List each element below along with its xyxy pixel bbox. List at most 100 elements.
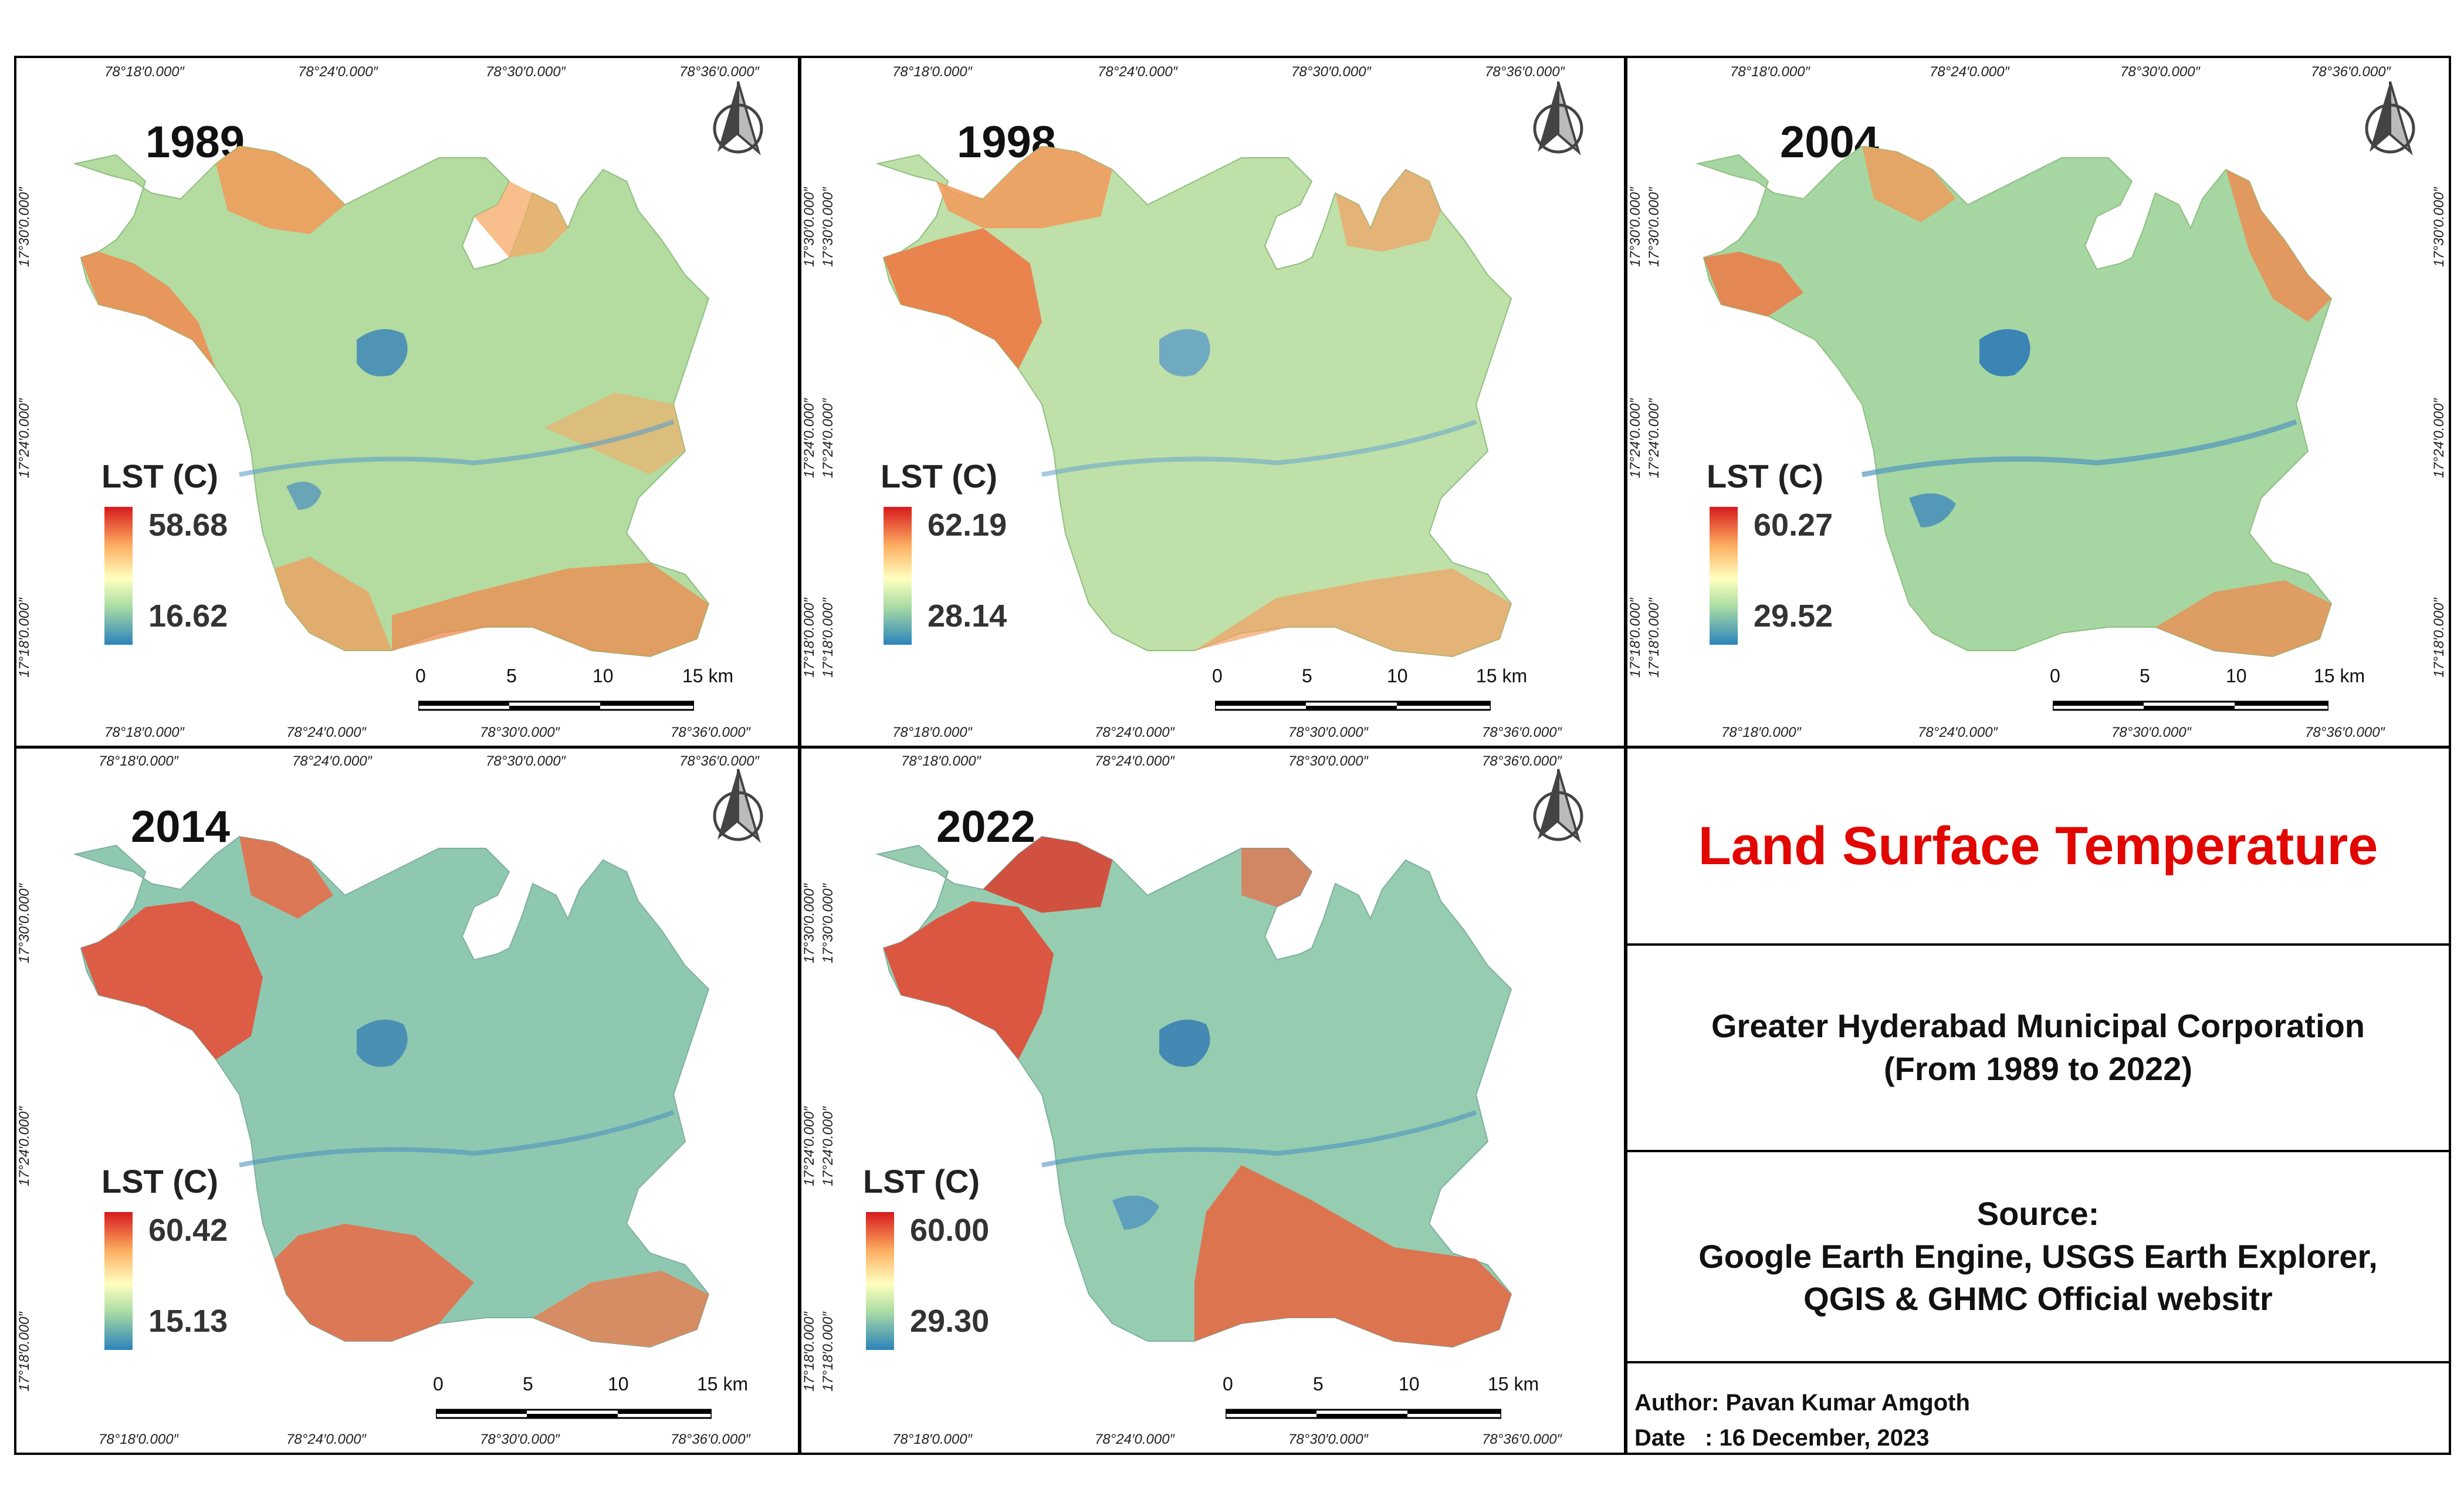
lat-label: 17°30′0.000″	[2431, 187, 2447, 268]
lon-label: 78°36′0.000″	[2305, 725, 2385, 740]
lat-label: 17°18′0.000″	[16, 1312, 32, 1392]
map-title: Land Surface Temperature	[1698, 815, 2378, 876]
north-arrow-icon	[1533, 81, 1583, 155]
lon-label: 78°18′0.000″	[901, 753, 981, 769]
date-text: Date : 16 December, 2023	[1634, 1425, 1930, 1451]
lst-map	[875, 835, 1512, 1348]
lat-label: 17°24′0.000″	[16, 398, 32, 479]
lat-label: 17°24′0.000″	[2431, 398, 2447, 479]
lon-label: 78°30′0.000″	[1288, 753, 1369, 769]
scale-label: 5	[523, 1373, 533, 1395]
lon-label: 78°36′0.000″	[679, 64, 760, 80]
lon-label: 78°36′0.000″	[679, 753, 760, 769]
source-line: QGIS & GHMC Official websitr	[1803, 1280, 2273, 1318]
lat-label: 17°24′0.000″	[16, 1106, 32, 1187]
map-panel-1998: 78°18′0.000″ 78°24′0.000″ 78°30′0.000″ 7…	[799, 56, 1626, 748]
lat-label: 17°18′0.000″	[1646, 598, 1662, 678]
lat-label: 17°24′0.000″	[801, 398, 817, 479]
scale-label: 10	[608, 1373, 629, 1395]
scale-label: 5	[2140, 665, 2150, 686]
scale-label: 10	[1399, 1373, 1420, 1395]
lon-label: 78°18′0.000″	[1730, 64, 1810, 80]
scale-label: 0	[433, 1373, 444, 1395]
legend-color-ramp	[1710, 507, 1738, 645]
title-box: Land Surface Temperature	[1625, 746, 2451, 946]
lon-label: 78°36′0.000″	[671, 725, 751, 740]
lon-label: 78°24′0.000″	[1095, 1431, 1175, 1447]
lon-label: 78°24′0.000″	[298, 64, 378, 80]
source-heading: Source:	[1976, 1194, 2100, 1232]
map-panel-2022: 78°18′0.000″ 78°24′0.000″ 78°30′0.000″ 7…	[799, 746, 1626, 1455]
source-box: Source: Google Earth Engine, USGS Earth …	[1625, 1150, 2451, 1363]
map-panel-2014: 78°18′0.000″ 78°24′0.000″ 78°30′0.000″ 7…	[14, 746, 800, 1455]
legend-title: LST (C)	[881, 458, 998, 495]
scale-label: 15 km	[1476, 665, 1528, 686]
scale-label: 10	[593, 665, 614, 686]
lon-label: 78°18′0.000″	[892, 64, 973, 80]
source-block: Source: Google Earth Engine, USGS Earth …	[1627, 1152, 2449, 1361]
lon-label: 78°18′0.000″	[104, 725, 185, 740]
author-text: Author: Pavan Kumar Amgoth	[1634, 1390, 1970, 1416]
legend-color-ramp	[866, 1212, 894, 1350]
legend-title: LST (C)	[101, 1163, 219, 1200]
lon-label: 78°18′0.000″	[99, 1431, 179, 1447]
scale-label: 15 km	[1488, 1373, 1539, 1395]
legend-title: LST (C)	[1707, 458, 1824, 495]
scale-bar	[1226, 1409, 1501, 1419]
lon-label: 78°30′0.000″	[2120, 64, 2201, 80]
scale-label: 0	[2050, 665, 2060, 686]
lat-label: 17°30′0.000″	[820, 884, 836, 964]
lon-label: 78°24′0.000″	[1098, 64, 1178, 80]
lat-label: 17°30′0.000″	[16, 884, 32, 964]
legend-max: 58.68	[148, 507, 228, 543]
lat-label: 17°18′0.000″	[1627, 598, 1643, 678]
lon-label: 78°24′0.000″	[1095, 753, 1175, 769]
scale-label: 10	[1387, 665, 1408, 686]
lon-label: 78°24′0.000″	[286, 1431, 367, 1447]
lat-label: 17°30′0.000″	[801, 187, 817, 268]
north-arrow-icon	[1533, 769, 1583, 843]
scale-label: 10	[2226, 665, 2247, 686]
legend-color-ramp	[104, 507, 133, 645]
legend-title: LST (C)	[863, 1163, 980, 1200]
scale-bar	[1215, 700, 1491, 711]
lon-label: 78°30′0.000″	[486, 64, 566, 80]
subtitle-box: Greater Hyderabad Municipal Corporation …	[1625, 943, 2451, 1152]
lst-map	[875, 146, 1512, 658]
legend-color-ramp	[884, 507, 912, 645]
lon-label: 78°24′0.000″	[1095, 725, 1175, 740]
lon-label: 78°24′0.000″	[286, 725, 367, 740]
scale-label: 0	[415, 665, 426, 686]
legend-min: 15.13	[148, 1304, 228, 1339]
lat-label: 17°18′0.000″	[801, 1312, 817, 1392]
legend-max: 60.42	[148, 1213, 228, 1248]
lst-map	[73, 146, 710, 658]
lon-label: 78°18′0.000″	[892, 725, 973, 740]
panel-year: 2022	[936, 802, 1036, 852]
lat-label: 17°18′0.000″	[820, 598, 836, 678]
subtitle-range: (From 1989 to 2022)	[1884, 1050, 2192, 1087]
lst-map	[1695, 146, 2333, 658]
lon-label: 78°18′0.000″	[104, 64, 185, 80]
legend-max: 62.19	[928, 507, 1007, 543]
north-arrow-icon	[713, 769, 763, 843]
lat-label: 17°30′0.000″	[820, 187, 836, 268]
lat-label: 17°24′0.000″	[1627, 398, 1643, 479]
lat-label: 17°30′0.000″	[16, 187, 32, 268]
scale-label: 5	[1302, 665, 1312, 686]
scale-bar	[436, 1409, 712, 1419]
lon-label: 78°24′0.000″	[1918, 725, 1998, 740]
lat-label: 17°18′0.000″	[801, 598, 817, 678]
lat-label: 17°18′0.000″	[2431, 598, 2447, 678]
lst-map	[73, 835, 710, 1348]
legend-min: 29.52	[1754, 598, 1833, 634]
lat-label: 17°30′0.000″	[1646, 187, 1662, 268]
lon-label: 78°30′0.000″	[1288, 1431, 1369, 1447]
lon-label: 78°36′0.000″	[1482, 1431, 1562, 1447]
lon-label: 78°36′0.000″	[1482, 725, 1562, 740]
scale-label: 15 km	[682, 665, 734, 686]
lat-label: 17°30′0.000″	[801, 884, 817, 964]
source-line: Google Earth Engine, USGS Earth Explorer…	[1698, 1237, 2378, 1275]
lon-label: 78°30′0.000″	[486, 753, 566, 769]
lon-label: 78°30′0.000″	[1288, 725, 1369, 740]
